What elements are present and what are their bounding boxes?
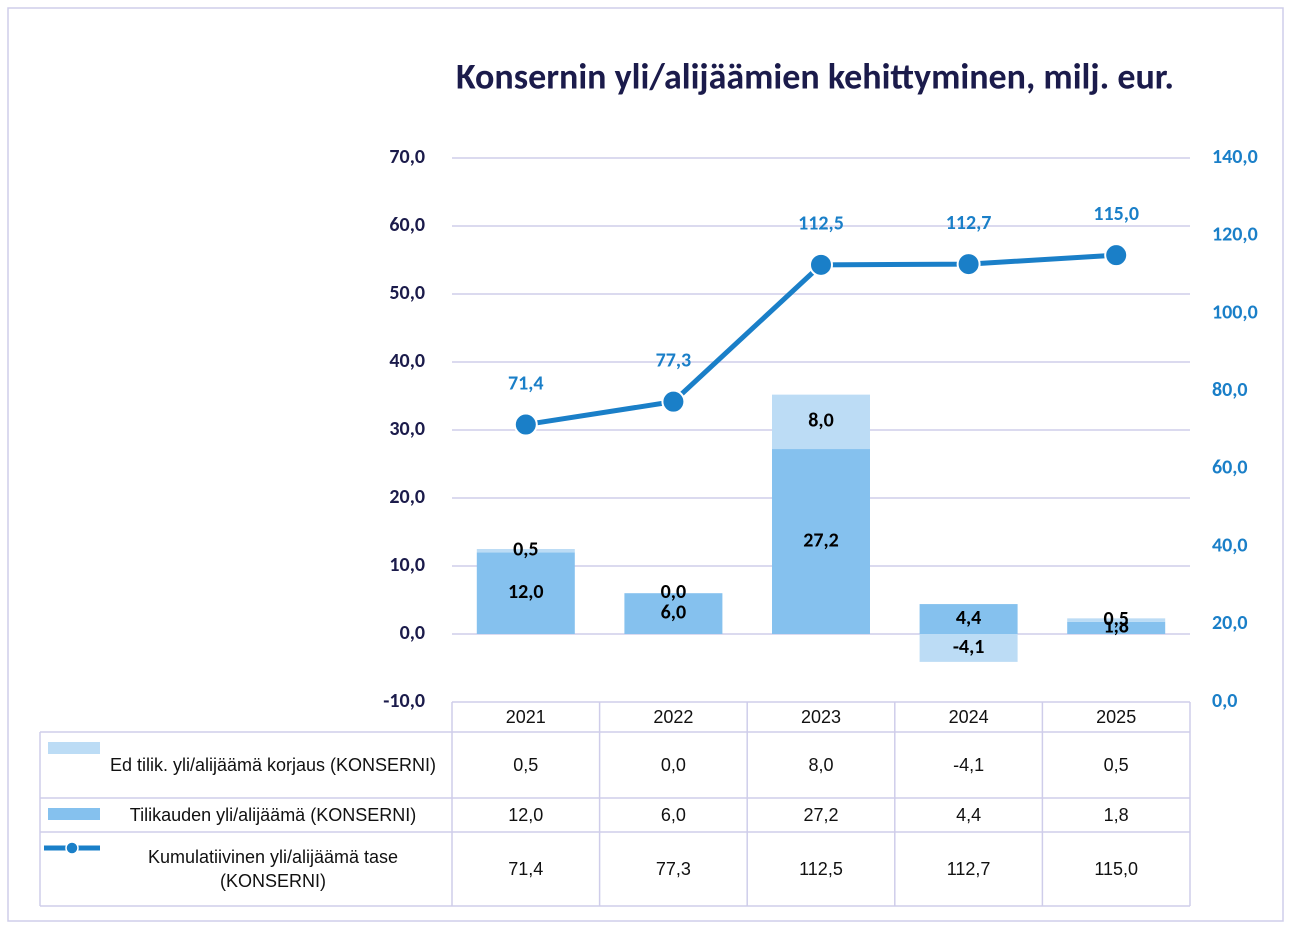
y2-tick-label: 40,0	[1212, 533, 1248, 557]
table-cell: 6,0	[660, 805, 686, 825]
legend-label: Tilikauden yli/alijäämä (KONSERNI)	[129, 805, 417, 825]
bar-label: 0,5	[513, 538, 538, 562]
y-tick-label: 30,0	[389, 417, 425, 441]
table-cell: 0,5	[513, 755, 539, 775]
bar	[919, 604, 1018, 634]
y-tick-label: 0,0	[400, 621, 425, 645]
line-label: 71,4	[508, 371, 544, 395]
bar-label: -4,1	[953, 635, 985, 659]
table-cell: 1,8	[1103, 805, 1129, 825]
y-tick-label: 50,0	[389, 281, 425, 305]
bar-label: 0,5	[1103, 607, 1128, 631]
table-cell: 112,5	[799, 859, 843, 879]
line-marker	[1104, 243, 1129, 268]
bar-label: 27,2	[803, 528, 839, 552]
bar	[476, 552, 575, 634]
legend-label: Kumulatiivinen yli/alijäämä tase (KONSER…	[147, 847, 399, 891]
y-tick-label: 60,0	[389, 213, 425, 237]
y2-tick-label: 60,0	[1212, 456, 1248, 480]
bar	[1067, 618, 1166, 622]
y2-tick-label: 20,0	[1212, 611, 1248, 635]
line-label: 112,7	[946, 211, 992, 235]
bar-label: 0,0	[661, 580, 686, 604]
bar	[624, 593, 723, 634]
table-cell: -4,1	[953, 755, 985, 775]
y-tick-label: 70,0	[389, 145, 425, 169]
bar-label: 12,0	[508, 580, 544, 604]
y-tick-label: 40,0	[389, 349, 425, 373]
y2-tick-label: 0,0	[1212, 689, 1237, 713]
bar-label: 8,0	[808, 409, 833, 433]
table-cell: 71,4	[508, 859, 544, 879]
x-tick-label: 2021	[505, 707, 546, 727]
y2-tick-label: 100,0	[1212, 300, 1258, 324]
x-tick-label: 2022	[653, 707, 694, 727]
bar	[476, 549, 575, 553]
y2-tick-label: 80,0	[1212, 378, 1248, 402]
y-tick-label: 20,0	[389, 485, 425, 509]
table-cell: 8,0	[808, 755, 834, 775]
bar	[772, 394, 870, 450]
y2-tick-label: 140,0	[1212, 145, 1258, 169]
legend-swatch	[48, 742, 100, 754]
table-cell: 115,0	[1094, 859, 1139, 879]
table-cell: 77,3	[655, 859, 691, 879]
bar-label: 4,4	[956, 606, 981, 630]
line-label: 77,3	[656, 348, 692, 372]
chart-border	[7, 7, 1284, 922]
x-tick-label: 2023	[800, 707, 841, 727]
chart-title: Konsernin yli/alijäämien kehittyminen, m…	[456, 55, 1174, 99]
line-marker	[956, 252, 981, 277]
line-label: 112,5	[798, 212, 844, 236]
bar	[919, 634, 1018, 662]
table-cell: 12,0	[508, 805, 544, 825]
line-marker	[513, 412, 538, 437]
line-marker	[661, 389, 686, 414]
y-tick-label: -10,0	[383, 689, 425, 713]
bar	[772, 449, 870, 634]
table-cell: 0,0	[660, 755, 686, 775]
bar-label: 6,0	[661, 600, 686, 624]
table-cell: 112,7	[946, 859, 991, 879]
legend-swatch	[65, 841, 79, 855]
legend-label: Ed tilik. yli/alijäämä korjaus (KONSERNI…	[109, 755, 437, 775]
x-tick-label: 2024	[948, 707, 989, 727]
bar	[1067, 621, 1166, 634]
y-tick-label: 10,0	[389, 553, 425, 577]
table-cell: 0,5	[1103, 755, 1129, 775]
line-marker	[809, 252, 833, 277]
table-cell: 27,2	[803, 805, 839, 825]
table-cell: 4,4	[956, 805, 982, 825]
legend-swatch	[48, 808, 100, 820]
y2-tick-label: 120,0	[1212, 223, 1258, 247]
x-tick-label: 2025	[1096, 707, 1137, 727]
line-label: 115,0	[1093, 202, 1139, 226]
